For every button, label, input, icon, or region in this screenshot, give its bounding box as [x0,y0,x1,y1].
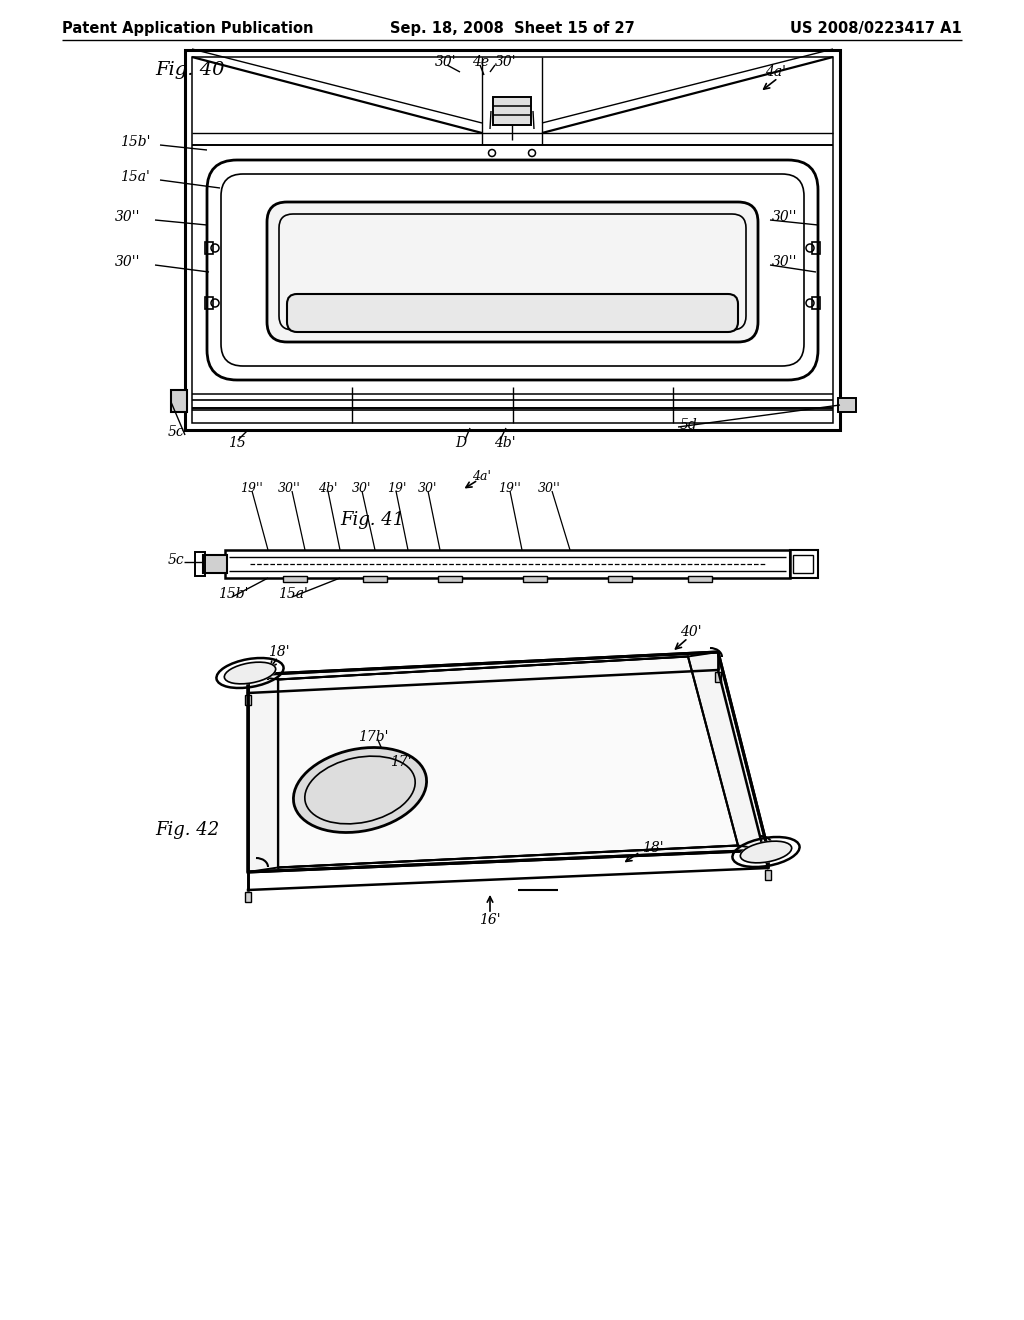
Text: Fig. 42: Fig. 42 [155,821,219,840]
Text: 15b': 15b' [218,587,249,601]
Text: 19': 19' [387,482,407,495]
Bar [185,50,840,430]
Bar [283,576,307,582]
Text: Patent Application Publication: Patent Application Publication [62,21,313,37]
Bar [838,399,856,412]
Text: 30': 30' [352,482,372,495]
Text: Sep. 18, 2008  Sheet 15 of 27: Sep. 18, 2008 Sheet 15 of 27 [389,21,635,37]
Text: Fig. 41: Fig. 41 [340,511,404,529]
Text: 4b': 4b' [318,482,337,495]
Text: 4b': 4b' [494,436,516,450]
Text: 16': 16' [479,913,501,927]
Text: 30'': 30'' [772,210,798,224]
Ellipse shape [224,663,275,684]
Text: US 2008/0223417 A1: US 2008/0223417 A1 [791,21,962,37]
Text: 15a': 15a' [120,170,150,183]
Bar [245,892,251,902]
Text: Fig. 40: Fig. 40 [155,61,224,79]
Text: 4a': 4a' [765,65,786,79]
Text: 18': 18' [268,645,290,659]
Text: 30': 30' [435,55,457,69]
Text: D: D [455,436,466,450]
Bar [790,550,818,578]
Text: 30'': 30'' [115,210,140,224]
Text: 18': 18' [642,841,664,855]
Bar [195,552,205,576]
Text: 17b': 17b' [358,730,388,744]
Text: 19'': 19'' [240,482,263,495]
Text: 15: 15 [228,436,246,450]
Bar [203,554,227,573]
Text: 15a': 15a' [278,587,308,601]
Ellipse shape [294,747,427,833]
Text: 5c: 5c [168,553,184,568]
Bar [812,242,820,253]
Bar [193,57,833,422]
Text: 30': 30' [495,55,517,69]
Bar [608,576,632,582]
Polygon shape [248,652,768,873]
Text: 30'': 30'' [115,255,140,269]
Bar [523,576,547,582]
FancyBboxPatch shape [267,202,758,342]
Bar [225,550,790,578]
Bar [171,389,187,412]
Text: 30': 30' [418,482,437,495]
Polygon shape [278,656,738,867]
FancyBboxPatch shape [287,294,738,333]
Bar [205,297,213,309]
Ellipse shape [740,841,792,863]
Text: 5c: 5c [168,425,184,440]
Text: 19'': 19'' [498,482,521,495]
Text: 30'': 30'' [772,255,798,269]
Bar [205,242,213,253]
Bar [765,870,771,880]
Bar [688,576,712,582]
Text: 30'': 30'' [278,482,301,495]
Text: 40': 40' [680,624,701,639]
Text: 4e: 4e [472,55,489,69]
Text: 5d: 5d [680,418,697,432]
Text: 30'': 30'' [538,482,561,495]
Text: 4a': 4a' [472,470,490,483]
Bar [793,554,813,573]
Bar [362,576,387,582]
Bar [812,297,820,309]
Bar [493,96,531,125]
Text: 17': 17' [390,755,412,770]
Text: 15b': 15b' [120,135,151,149]
Bar [438,576,462,582]
Bar [715,672,721,682]
Bar [245,696,251,705]
